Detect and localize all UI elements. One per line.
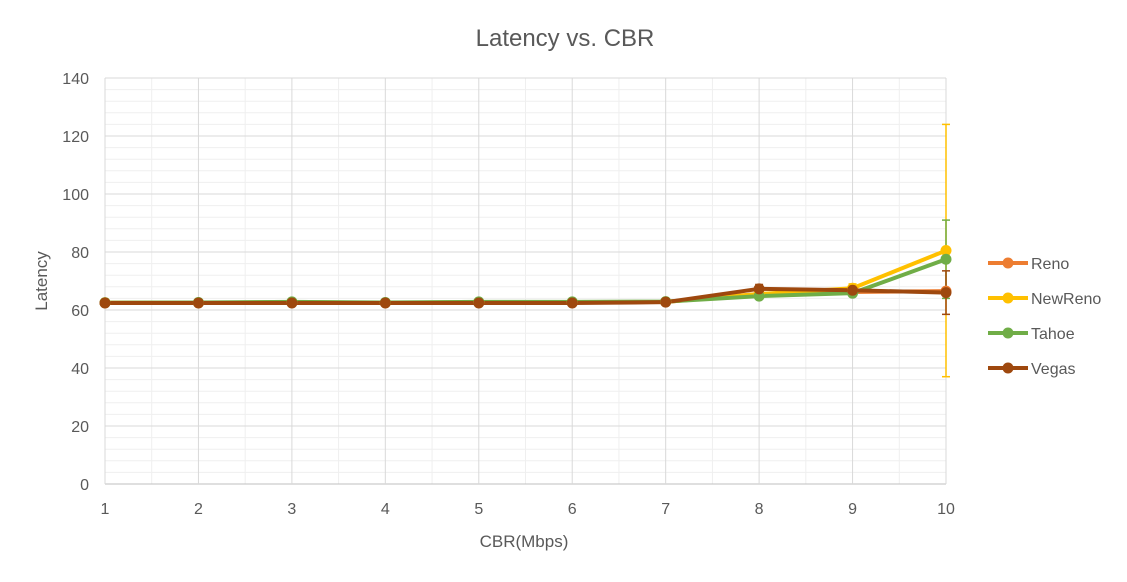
- legend: Reno NewReno Tahoe Vegas: [988, 256, 1101, 378]
- y-axis-label: Latency: [32, 251, 51, 311]
- x-tick-label: 7: [661, 501, 670, 518]
- legend-swatch-marker: [1002, 257, 1014, 269]
- x-tick-label: 10: [937, 501, 955, 518]
- legend-swatch-marker: [1002, 327, 1014, 339]
- x-tick-label: 1: [101, 501, 110, 518]
- legend-item-reno: Reno: [988, 256, 1069, 273]
- y-axis-ticks: 0 20 40 60 80 100 120 140: [62, 71, 89, 494]
- legend-label: Reno: [1031, 256, 1069, 273]
- legend-item-newreno: NewReno: [988, 291, 1101, 308]
- major-gridlines: [104, 77, 947, 485]
- data-point-vegas: [566, 297, 578, 309]
- data-point-vegas: [847, 284, 859, 296]
- data-point-vegas: [286, 297, 298, 309]
- x-tick-label: 2: [194, 501, 203, 518]
- chart-title: Latency vs. CBR: [476, 25, 655, 52]
- data-point-vegas: [379, 297, 391, 309]
- x-axis-ticks: 1 2 3 4 5 6 7 8 9 10: [101, 501, 955, 518]
- data-point-vegas: [192, 297, 204, 309]
- legend-swatch-marker: [1002, 292, 1014, 304]
- y-tick-label: 120: [62, 129, 89, 146]
- y-tick-label: 0: [80, 477, 89, 494]
- y-tick-label: 80: [71, 245, 89, 262]
- x-tick-label: 4: [381, 501, 390, 518]
- data-point-tahoe: [940, 253, 952, 265]
- data-point-vegas: [660, 296, 672, 308]
- legend-item-vegas: Vegas: [988, 361, 1075, 378]
- series-points: [99, 245, 952, 309]
- x-tick-label: 5: [474, 501, 483, 518]
- y-tick-label: 20: [71, 419, 89, 436]
- x-tick-label: 3: [287, 501, 296, 518]
- series-lines: [104, 248, 947, 306]
- y-tick-label: 60: [71, 303, 89, 320]
- data-point-vegas: [473, 297, 485, 309]
- data-point-vegas: [99, 297, 111, 309]
- x-tick-label: 8: [755, 501, 764, 518]
- x-tick-label: 6: [568, 501, 577, 518]
- legend-label: NewReno: [1031, 291, 1101, 308]
- x-tick-label: 9: [848, 501, 857, 518]
- legend-label: Vegas: [1031, 361, 1075, 378]
- x-axis-label: CBR(Mbps): [480, 532, 569, 551]
- data-point-vegas: [940, 287, 952, 299]
- series-line-vegas: [105, 286, 947, 306]
- y-tick-label: 140: [62, 71, 89, 88]
- minor-gridlines: [105, 78, 946, 484]
- y-tick-label: 40: [71, 361, 89, 378]
- legend-swatch-marker: [1002, 362, 1014, 374]
- legend-label: Tahoe: [1031, 326, 1075, 343]
- data-point-vegas: [753, 283, 765, 295]
- legend-item-tahoe: Tahoe: [988, 326, 1075, 343]
- data-point-newreno: [940, 245, 952, 257]
- y-tick-label: 100: [62, 187, 89, 204]
